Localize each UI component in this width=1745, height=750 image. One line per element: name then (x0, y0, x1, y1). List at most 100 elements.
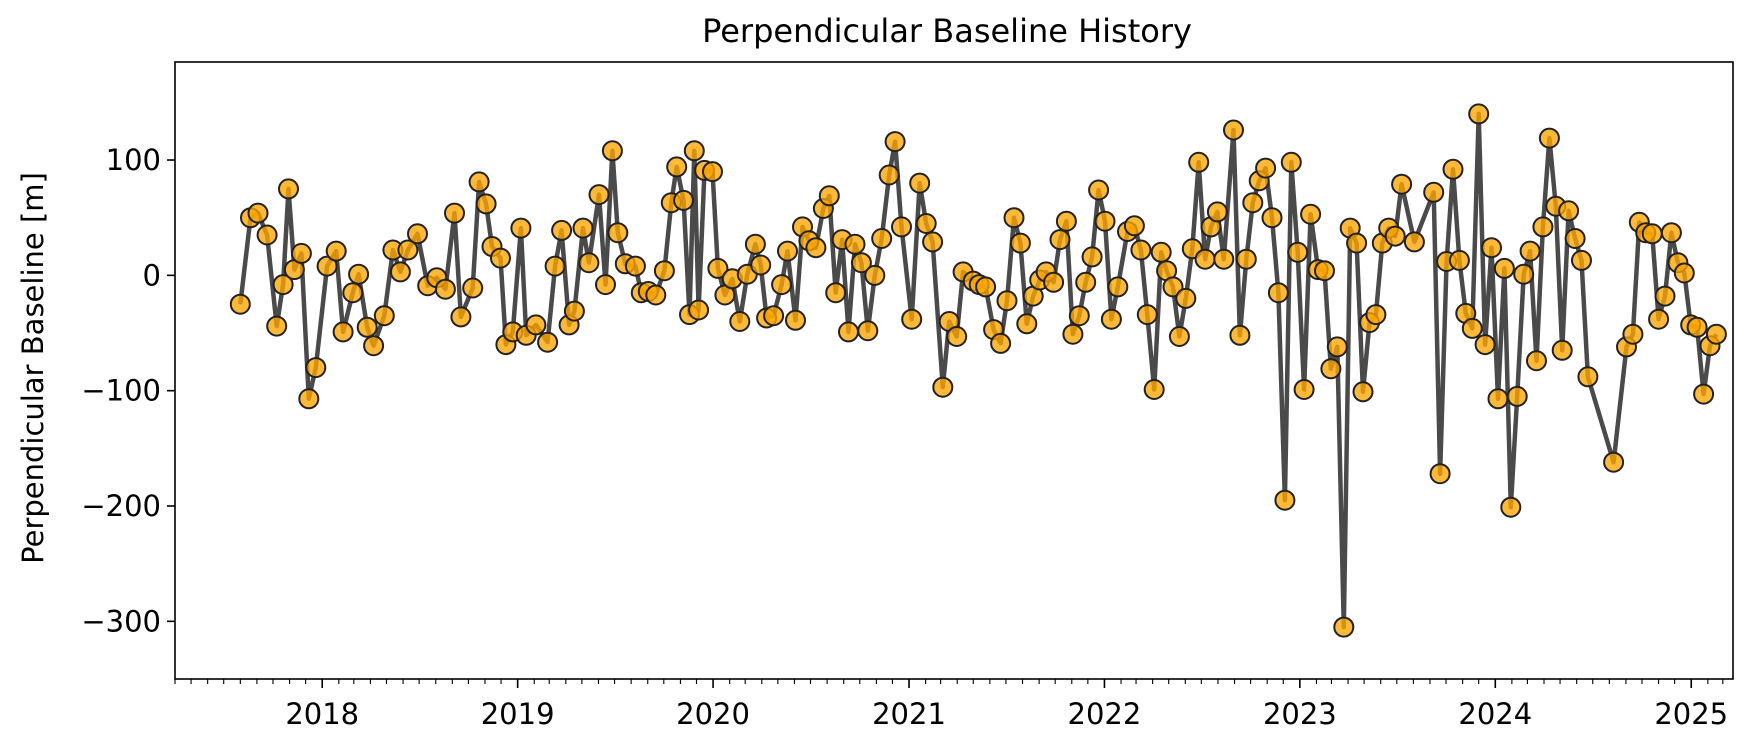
x-tick-label: 2019 (481, 697, 555, 731)
data-point (298, 388, 320, 410)
y-tick-label: −100 (81, 374, 161, 408)
x-tick-label: 2023 (1263, 697, 1337, 731)
y-tick-label: −300 (81, 604, 161, 638)
data-point (468, 171, 490, 193)
data-point (1094, 210, 1116, 232)
x-tick-label: 2021 (872, 697, 946, 731)
data-point (1384, 225, 1406, 247)
data-point (490, 247, 511, 269)
data-point (1100, 308, 1122, 330)
data-point (316, 255, 338, 277)
data-point (624, 255, 646, 277)
data-point (595, 274, 616, 296)
x-tick-label: 2020 (676, 697, 750, 731)
data-point (544, 255, 566, 277)
y-axis-title: Perpendicular Baseline [m] (16, 172, 50, 564)
data-point (1365, 304, 1387, 326)
data-point (666, 156, 688, 178)
data-point (1143, 379, 1165, 400)
data-point (1603, 451, 1625, 473)
data-point (462, 277, 484, 299)
plot-frame (174, 61, 1734, 680)
data-point (1705, 323, 1727, 345)
data-point (475, 193, 497, 215)
data-point (901, 308, 923, 330)
data-point (785, 309, 806, 331)
data-point (563, 300, 585, 322)
data-point (607, 222, 629, 244)
data-point (946, 326, 968, 347)
data-point (683, 140, 705, 162)
data-point (1206, 201, 1228, 223)
data-point (1194, 248, 1216, 270)
data-point (805, 237, 827, 259)
data-point (1429, 463, 1451, 485)
data-point (1500, 496, 1522, 518)
data-point (1493, 257, 1515, 279)
data-point (1081, 246, 1103, 268)
data-point (1487, 388, 1509, 410)
data-point (1558, 200, 1580, 222)
data-point (1213, 248, 1235, 270)
data-point (750, 254, 772, 276)
data-point (1693, 383, 1715, 405)
data-point (1442, 158, 1464, 180)
data-point (1538, 127, 1560, 149)
data-point (763, 305, 785, 327)
series-layer (229, 103, 1727, 638)
data-point (1474, 334, 1496, 356)
data-point (332, 321, 354, 343)
data-point (1513, 263, 1535, 285)
data-point (325, 240, 347, 262)
data-point (857, 320, 879, 342)
data-point (1551, 339, 1573, 361)
data-point (1016, 313, 1038, 335)
data-point (1300, 203, 1322, 225)
data-point (572, 217, 594, 239)
data-point (1130, 239, 1152, 261)
data-point (922, 231, 944, 253)
data-point (1280, 151, 1302, 173)
data-point (688, 299, 710, 321)
data-point (1346, 232, 1368, 254)
data-point (1136, 304, 1158, 326)
data-point (838, 321, 859, 343)
y-tick-label: −200 (81, 489, 161, 523)
x-tick-label: 2025 (1654, 697, 1728, 731)
data-point (407, 223, 428, 245)
data-point (777, 240, 798, 262)
x-tick-label: 2022 (1068, 697, 1142, 731)
data-point (1287, 241, 1309, 263)
data-point (884, 131, 906, 153)
data-point (1267, 282, 1289, 304)
data-point (389, 261, 411, 283)
data-point (290, 242, 312, 264)
data-point (1293, 379, 1315, 400)
data-point (1423, 181, 1445, 203)
data-point (707, 257, 729, 279)
data-point (653, 260, 675, 282)
data-point (729, 311, 751, 332)
data-point (645, 284, 667, 306)
data-point (1654, 285, 1676, 307)
data-point (1532, 216, 1554, 238)
data-point (850, 252, 872, 274)
series-line (238, 111, 1719, 630)
data-point (990, 332, 1012, 354)
data-point (1564, 228, 1586, 249)
data-point (434, 278, 456, 300)
data-point (1229, 324, 1251, 346)
data-point (1481, 237, 1502, 259)
data-point (1162, 276, 1184, 298)
x-tick-label: 2024 (1458, 697, 1532, 731)
data-point (247, 202, 269, 224)
data-point (1352, 381, 1374, 403)
data-point (1188, 151, 1210, 173)
data-point (272, 274, 294, 296)
data-point (1326, 336, 1348, 358)
data-point (702, 161, 723, 183)
data-point (356, 316, 378, 338)
data-point (975, 276, 997, 298)
data-point (878, 164, 900, 186)
